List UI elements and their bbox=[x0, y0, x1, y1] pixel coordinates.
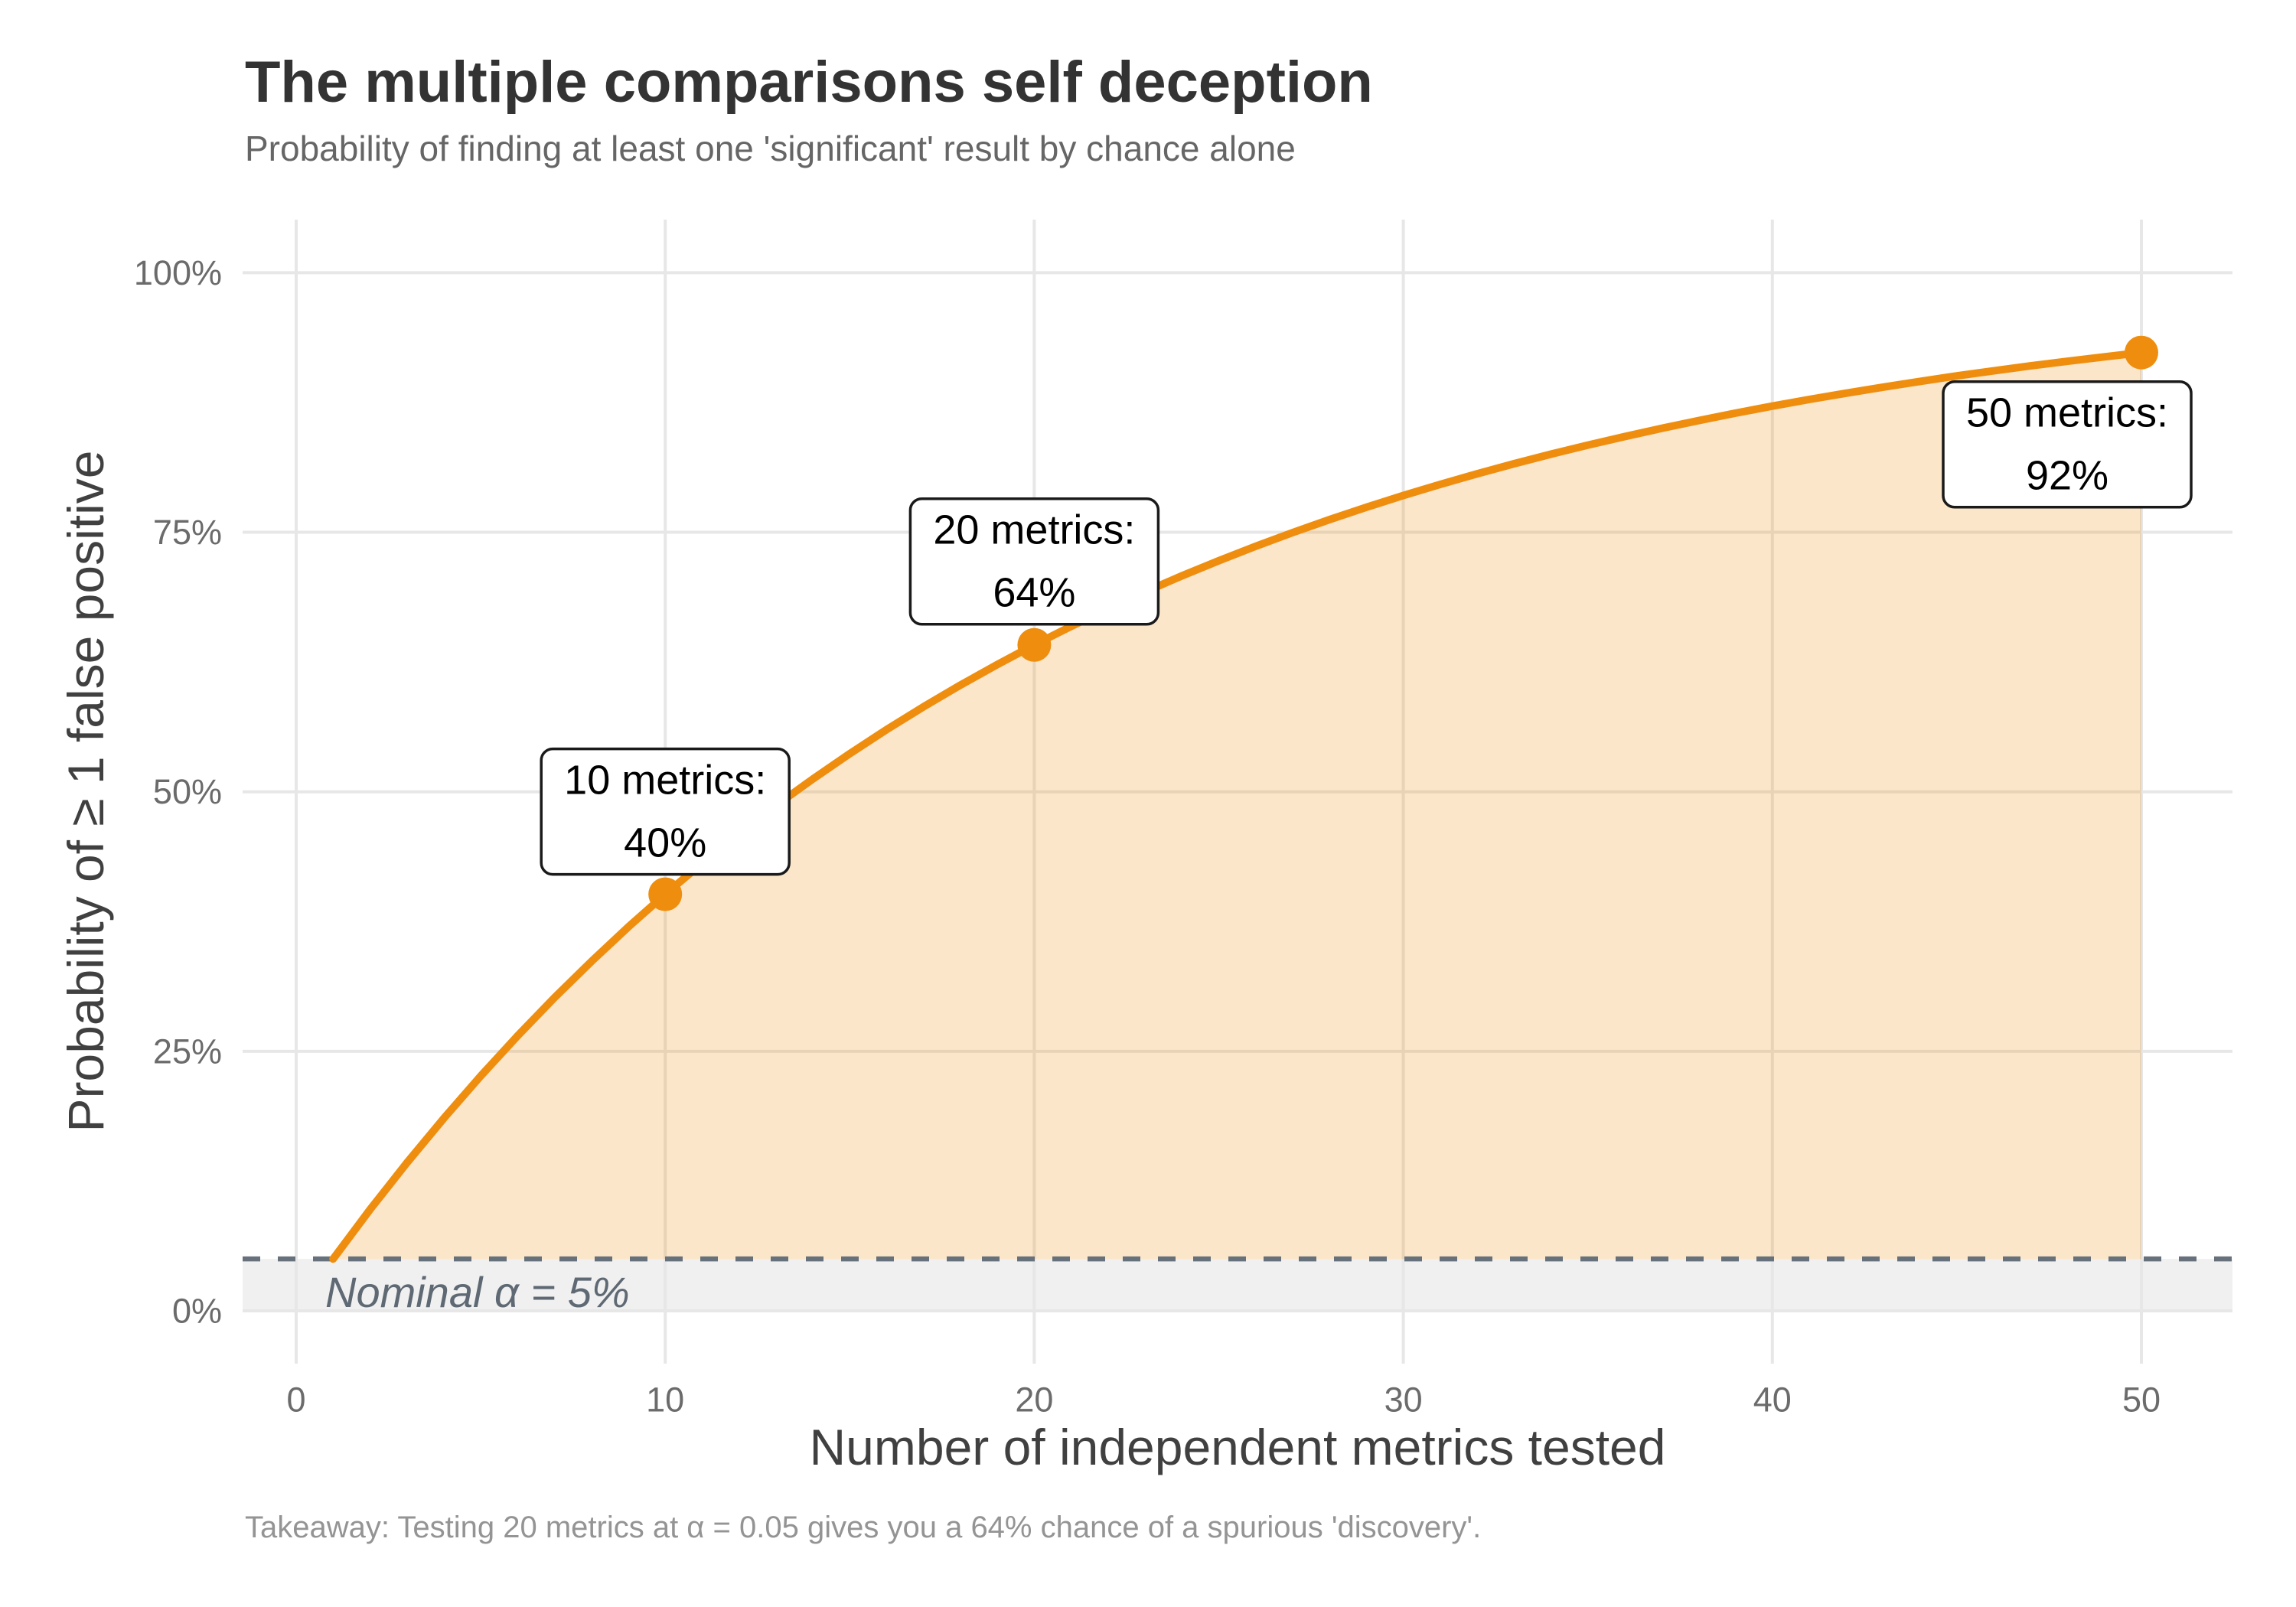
y-tick-label: 0% bbox=[172, 1292, 222, 1331]
data-point bbox=[2125, 335, 2158, 370]
data-point bbox=[648, 877, 683, 911]
annotation-box bbox=[908, 497, 1160, 626]
annotation-box bbox=[1942, 380, 2193, 509]
x-tick-label: 0 bbox=[286, 1380, 305, 1420]
annotation-label: 20 metrics: bbox=[933, 507, 1135, 553]
alpha-band bbox=[243, 1259, 2232, 1311]
x-axis-title: Number of independent metrics tested bbox=[809, 1419, 1666, 1475]
annotation-box bbox=[540, 747, 791, 876]
y-axis-title: Probability of ≥ 1 false positive bbox=[57, 450, 114, 1133]
annotation-value: 92% bbox=[2026, 453, 2108, 499]
annotation-label: 10 metrics: bbox=[564, 758, 766, 804]
data-point bbox=[1017, 627, 1052, 662]
y-tick-label: 50% bbox=[153, 772, 222, 811]
nominal-alpha-label: Nominal α = 5% bbox=[325, 1268, 630, 1316]
x-tick-label: 10 bbox=[646, 1380, 684, 1420]
y-tick-label: 25% bbox=[153, 1032, 222, 1071]
probability-curve bbox=[329, 348, 2145, 1263]
annotation-value: 40% bbox=[624, 820, 706, 866]
chart-caption: Takeaway: Testing 20 metrics at α = 0.05… bbox=[245, 1511, 1482, 1544]
x-tick-label: 30 bbox=[1384, 1380, 1423, 1420]
x-tick-label: 50 bbox=[2122, 1380, 2161, 1420]
area-fill bbox=[333, 352, 2142, 1260]
y-tick-label: 75% bbox=[153, 513, 222, 552]
y-tick-label: 100% bbox=[134, 253, 222, 292]
chart-subtitle: Probability of finding at least one 'sig… bbox=[245, 129, 1296, 168]
chart-title: The multiple comparisons self deception bbox=[245, 50, 1373, 115]
annotation-label: 50 metrics: bbox=[1966, 390, 2168, 436]
x-tick-label: 20 bbox=[1015, 1380, 1053, 1420]
x-tick-label: 40 bbox=[1753, 1380, 1792, 1420]
annotation-value: 64% bbox=[993, 570, 1075, 616]
